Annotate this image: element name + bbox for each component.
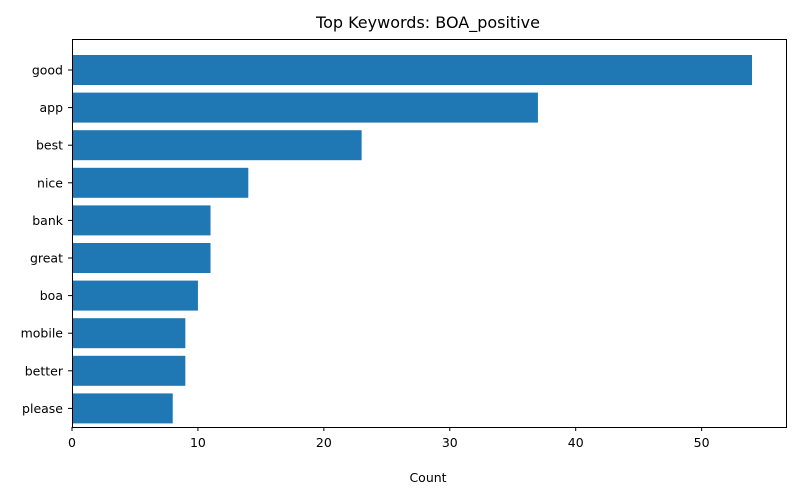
bar-great <box>72 243 211 273</box>
x-axis-label: Count <box>409 470 446 485</box>
y-tick-label: app <box>39 100 63 115</box>
x-tick-label: 10 <box>190 435 206 450</box>
bar-bank <box>72 205 211 236</box>
bar-please <box>72 393 173 424</box>
x-tick-label: 40 <box>568 435 584 450</box>
x-tick-label: 50 <box>694 435 710 450</box>
y-tick-label: boa <box>40 288 63 303</box>
bar-nice <box>72 167 249 198</box>
x-tick-label: 0 <box>68 435 76 450</box>
x-tick-label: 30 <box>442 435 458 450</box>
y-tick-label: good <box>32 63 63 78</box>
y-axis-ticks: good app best nice bank great boa mobile better p… <box>21 63 72 416</box>
bar-boa <box>72 280 198 311</box>
bar-good <box>72 55 752 85</box>
y-tick-label: bank <box>32 213 64 228</box>
bar-mobile <box>72 318 186 349</box>
bars-group <box>72 55 752 424</box>
y-tick-label: great <box>30 251 63 266</box>
y-tick-label: mobile <box>21 326 64 341</box>
bar-better <box>72 355 186 386</box>
y-tick-label: please <box>22 401 63 416</box>
y-tick-label: nice <box>37 175 63 190</box>
bar-best <box>72 130 362 161</box>
y-tick-label: better <box>25 363 64 378</box>
x-tick-label: 20 <box>316 435 332 450</box>
y-tick-label: best <box>36 138 63 153</box>
x-axis-ticks: 0 10 20 30 40 50 <box>68 427 710 450</box>
plot-frame <box>72 39 787 428</box>
bar-app <box>72 92 538 123</box>
chart-title: Top Keywords: BOA_positive <box>315 13 540 33</box>
